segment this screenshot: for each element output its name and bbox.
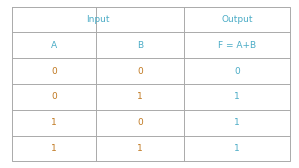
Text: 1: 1 [51, 144, 57, 153]
Text: A: A [51, 41, 57, 50]
Text: 1: 1 [234, 144, 240, 153]
Text: 0: 0 [51, 92, 57, 101]
Text: Output: Output [221, 15, 253, 24]
Text: F = A+B: F = A+B [218, 41, 256, 50]
Text: 1: 1 [51, 118, 57, 127]
Text: 0: 0 [137, 67, 143, 76]
Text: 0: 0 [51, 67, 57, 76]
Text: 1: 1 [137, 92, 143, 101]
Text: B: B [137, 41, 143, 50]
Text: Input: Input [86, 15, 110, 24]
Text: 1: 1 [234, 118, 240, 127]
Text: 0: 0 [234, 67, 240, 76]
Text: 1: 1 [137, 144, 143, 153]
Text: 1: 1 [234, 92, 240, 101]
Text: 0: 0 [137, 118, 143, 127]
